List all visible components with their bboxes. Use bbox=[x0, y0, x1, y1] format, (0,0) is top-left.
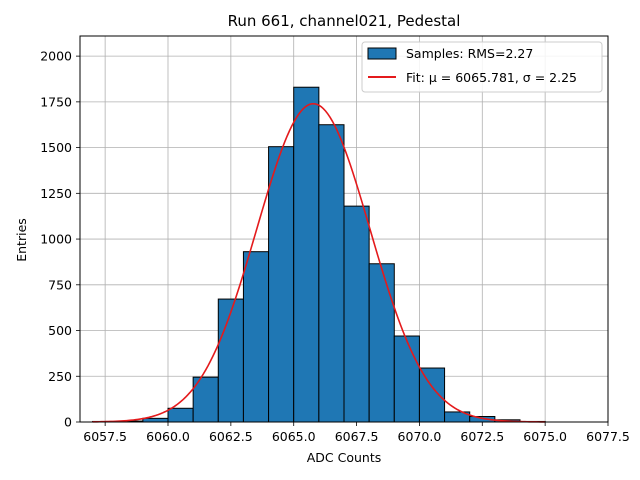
x-tick-label: 6060.0 bbox=[146, 429, 190, 444]
legend-box bbox=[361, 41, 603, 93]
y-tick-label: 1250 bbox=[40, 186, 72, 201]
y-tick-label: 500 bbox=[48, 323, 72, 338]
x-tick-label: 6067.5 bbox=[335, 429, 379, 444]
histogram-bar bbox=[268, 146, 295, 423]
y-tick-label: 1750 bbox=[40, 94, 72, 109]
y-tick-label: 0 bbox=[64, 415, 72, 430]
y-tick-label: 2000 bbox=[40, 49, 72, 64]
histogram-bar bbox=[318, 124, 345, 423]
histogram-bar bbox=[217, 298, 244, 423]
legend-swatch-histogram bbox=[367, 47, 397, 60]
x-tick-label: 6072.5 bbox=[460, 429, 504, 444]
y-axis-label: Entries bbox=[14, 218, 29, 262]
fit-curve-line bbox=[92, 102, 546, 423]
histogram-bar bbox=[368, 263, 395, 423]
histogram-bar bbox=[393, 335, 420, 423]
histogram-bar bbox=[142, 417, 169, 423]
y-axis-ticks: 0 250 500 750 1000 1250 1500 1750 2000 bbox=[40, 49, 80, 430]
fit-curve bbox=[92, 102, 546, 423]
x-tick-label: 6057.5 bbox=[83, 429, 127, 444]
legend-label-fit: Fit: μ = 6065.781, σ = 2.25 bbox=[406, 70, 577, 85]
legend-label-histogram: Samples: RMS=2.27 bbox=[406, 46, 533, 61]
histogram-bar bbox=[242, 251, 270, 423]
x-tick-label: 6062.5 bbox=[209, 429, 253, 444]
y-tick-label: 250 bbox=[48, 369, 72, 384]
x-axis-ticks: 6057.5 6060.0 6062.5 6065.0 6067.5 6070.0 6072… bbox=[83, 422, 630, 444]
chart-title: Run 661, channel021, Pedestal bbox=[228, 12, 461, 30]
legend: Samples: RMS=2.27 Fit: μ = 6065.781, σ =… bbox=[361, 41, 603, 93]
histogram-bar bbox=[343, 205, 370, 423]
x-tick-label: 6075.0 bbox=[523, 429, 567, 444]
histogram-bar bbox=[418, 367, 446, 423]
histogram-bar bbox=[167, 407, 194, 423]
x-tick-label: 6065.0 bbox=[272, 429, 316, 444]
x-tick-label: 6070.0 bbox=[398, 429, 442, 444]
x-tick-label: 6077.5 bbox=[586, 429, 630, 444]
y-tick-label: 1000 bbox=[40, 232, 72, 247]
plot-frame bbox=[79, 35, 609, 423]
x-axis-label: ADC Counts bbox=[307, 450, 382, 465]
histogram-bar bbox=[293, 86, 320, 423]
y-tick-label: 1500 bbox=[40, 140, 72, 155]
y-tick-label: 750 bbox=[48, 277, 72, 292]
